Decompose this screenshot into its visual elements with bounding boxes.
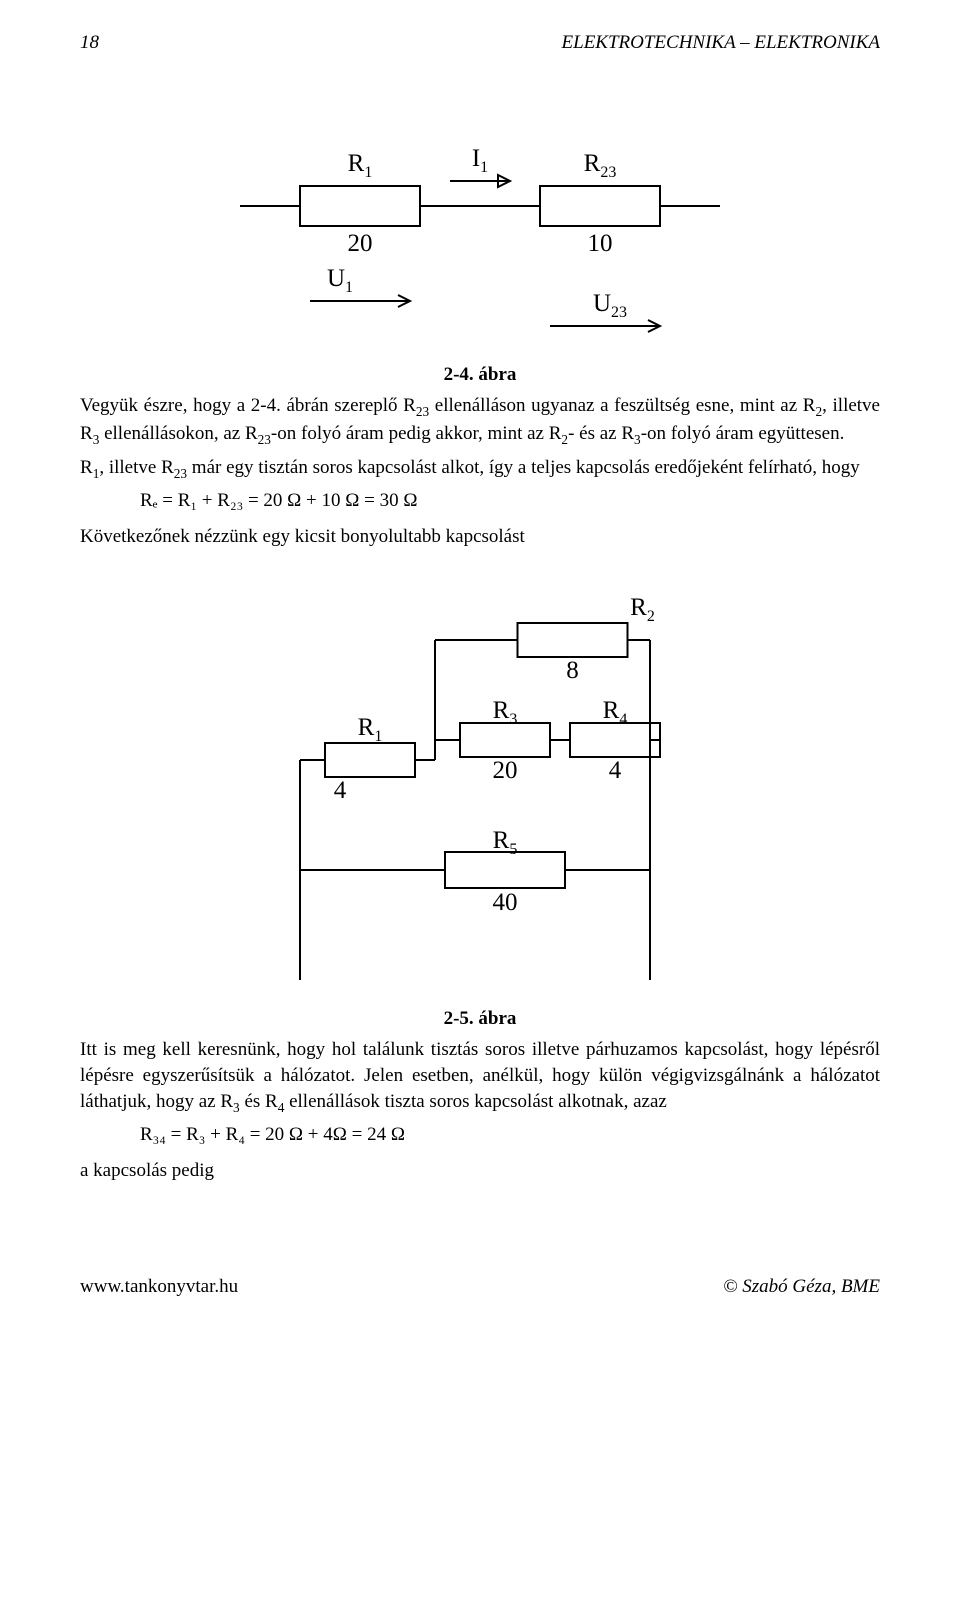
svg-text:I1: I1 — [472, 145, 488, 176]
svg-text:U1: U1 — [327, 265, 353, 296]
para-2: R1, illetve R23 már egy tisztán soros ka… — [80, 455, 880, 483]
page-header: 18 ELEKTROTECHNIKA – ELEKTRONIKA — [80, 30, 880, 56]
svg-text:20: 20 — [493, 757, 518, 784]
footer-url: www.tankonyvtar.hu — [80, 1274, 238, 1300]
circuit-2-4: R1 R23 I1 20 10 U1 U23 — [220, 136, 740, 356]
svg-text:R5: R5 — [493, 827, 518, 858]
svg-text:R1: R1 — [358, 714, 383, 745]
svg-text:20: 20 — [348, 230, 373, 257]
circuit-2-5: R1 4 R2 8 R3 20 R4 4 R5 40 — [250, 560, 710, 1000]
svg-text:R23: R23 — [584, 150, 617, 181]
svg-text:4: 4 — [334, 777, 347, 804]
svg-text:R4: R4 — [603, 697, 628, 728]
svg-text:R1: R1 — [348, 150, 373, 181]
equation-1: Rₑ = R₁ + R₂₃ = 20 Ω + 10 Ω = 30 Ω — [140, 488, 880, 514]
para-4: Itt is meg kell keresnünk, hogy hol talá… — [80, 1037, 880, 1116]
svg-text:8: 8 — [566, 657, 579, 684]
svg-text:U23: U23 — [593, 290, 627, 321]
svg-text:R2: R2 — [630, 594, 655, 625]
figure-2-5: R1 4 R2 8 R3 20 R4 4 R5 40 2-5. ábra — [80, 560, 880, 1032]
page-number: 18 — [80, 30, 99, 56]
para-3: Következőnek nézzünk egy kicsit bonyolul… — [80, 524, 880, 550]
footer-credit: © Szabó Géza, BME — [723, 1274, 880, 1300]
fig25-caption: 2-5. ábra — [80, 1006, 880, 1032]
svg-text:40: 40 — [493, 889, 518, 916]
svg-text:10: 10 — [588, 230, 613, 257]
fig24-caption: 2-4. ábra — [80, 362, 880, 388]
svg-text:4: 4 — [609, 757, 622, 784]
svg-text:R3: R3 — [493, 697, 518, 728]
para-5: a kapcsolás pedig — [80, 1158, 880, 1184]
para-1: Vegyük észre, hogy a 2-4. ábrán szereplő… — [80, 393, 880, 448]
header-title: ELEKTROTECHNIKA – ELEKTRONIKA — [562, 30, 880, 56]
equation-2: R₃₄ = R₃ + R₄ = 20 Ω + 4Ω = 24 Ω — [140, 1122, 880, 1148]
figure-2-4: R1 R23 I1 20 10 U1 U23 2-4. ábra — [80, 136, 880, 388]
page-footer: www.tankonyvtar.hu © Szabó Géza, BME — [80, 1274, 880, 1300]
